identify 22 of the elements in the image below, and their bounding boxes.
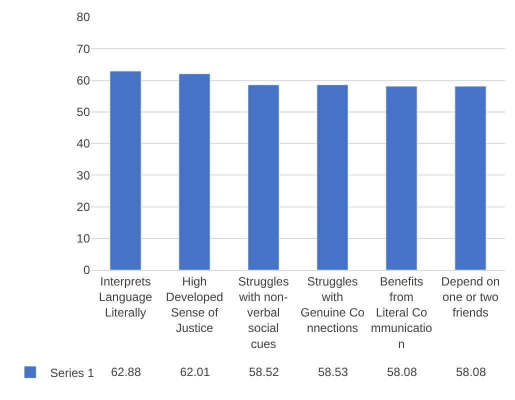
y-tick-label: 0 — [83, 263, 90, 278]
y-tick-label: 10 — [76, 232, 90, 246]
y-tick-label: 40 — [76, 136, 90, 151]
x-tick-label: Struggles with non-verbal social cues — [238, 274, 289, 351]
legend-label: Series 1 — [50, 366, 95, 380]
x-tick-label: Struggles with Genuine Connections — [300, 274, 365, 336]
data-label: 58.52 — [249, 365, 280, 379]
data-label: 62.01 — [180, 365, 210, 379]
data-label: 62.88 — [111, 365, 142, 379]
data-label: 58.08 — [456, 365, 486, 379]
x-tick-label: High Developed Sense of Justice — [166, 274, 224, 336]
y-tick-label: 50 — [76, 105, 90, 120]
data-label: 58.08 — [387, 365, 418, 379]
data-label: 58.53 — [318, 365, 348, 379]
y-tick-label: 80 — [76, 10, 90, 24]
x-tick-label: Depend on one or two friends — [441, 274, 500, 320]
x-tick-label: Interprets Language Literally — [98, 274, 153, 320]
y-tick-label: 20 — [76, 200, 90, 214]
y-tick-label: 60 — [76, 73, 90, 88]
y-tick-label: 30 — [76, 168, 90, 182]
x-tick-label: Benefits from Literal Communication — [370, 274, 432, 351]
y-tick-label: 70 — [76, 42, 90, 56]
